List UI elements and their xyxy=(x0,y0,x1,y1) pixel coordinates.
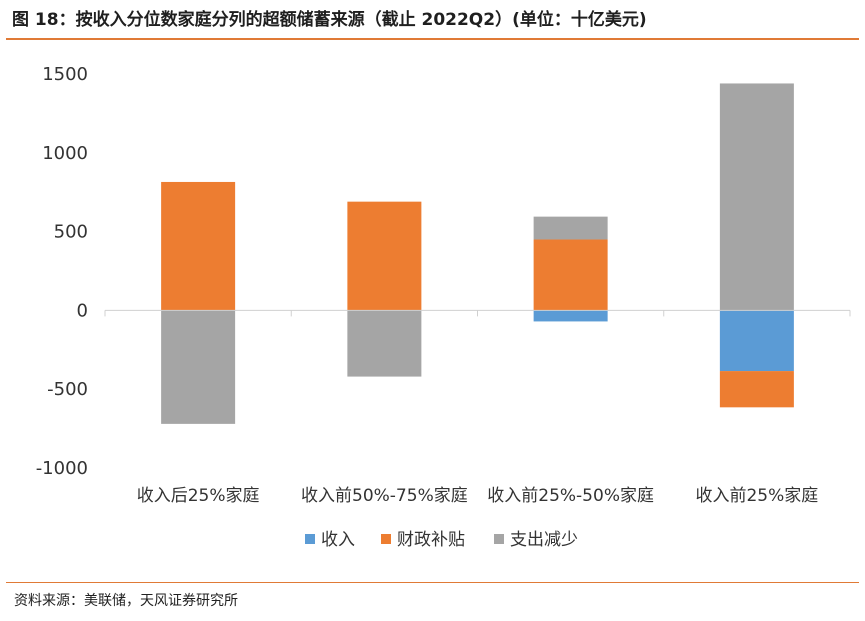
bar-segment xyxy=(719,310,794,372)
bar-segment xyxy=(161,310,236,424)
y-tick-label: -500 xyxy=(47,379,88,400)
y-tick-label: -1000 xyxy=(36,458,88,479)
category-label: 收入后25%家庭 xyxy=(137,486,260,506)
category-label: 收入前25%-50%家庭 xyxy=(487,486,654,506)
y-tick-label: 1000 xyxy=(42,143,88,164)
stacked-bar-chart: 1500 1000 500 0 -500 -1000 收入后25%家庭 收入前50%-75%… xyxy=(36,64,851,550)
bar-segment xyxy=(161,181,236,311)
legend: 收入 财政补贴 支出减少 xyxy=(305,530,578,550)
legend-swatch xyxy=(381,534,391,544)
category-labels: 收入后25%家庭 收入前50%-75%家庭 收入前25%-50%家庭 收入前25%家庭 xyxy=(137,486,819,506)
bar-segment xyxy=(719,371,794,408)
category-ticks xyxy=(104,310,851,317)
legend-swatch xyxy=(494,534,504,544)
category-label: 收入前25%家庭 xyxy=(695,486,818,506)
source-note: 资料来源：美联储，天风证券研究所 xyxy=(14,593,238,609)
bar-segment xyxy=(347,310,422,377)
bar-segment xyxy=(533,239,608,311)
bars xyxy=(161,83,794,424)
bar-segment xyxy=(533,310,608,322)
y-tick-label: 500 xyxy=(54,222,88,243)
bar-segment xyxy=(719,83,794,311)
footer-divider xyxy=(6,582,859,583)
category-label: 收入前50%-75%家庭 xyxy=(301,486,468,506)
legend-label: 财政补贴 xyxy=(397,530,465,550)
page-title: 图 18：按收入分位数家庭分列的超额储蓄来源（截止 2022Q2）(单位：十亿美… xyxy=(12,10,647,30)
title-divider xyxy=(6,38,859,40)
y-axis-ticks: 1500 1000 500 0 -500 -1000 xyxy=(36,64,88,479)
legend-label: 收入 xyxy=(321,530,355,550)
legend-label: 支出减少 xyxy=(510,530,578,550)
y-tick-label: 0 xyxy=(77,300,88,321)
legend-swatch xyxy=(305,534,315,544)
y-tick-label: 1500 xyxy=(42,64,88,85)
bar-segment xyxy=(347,201,422,311)
bar-segment xyxy=(533,216,608,240)
